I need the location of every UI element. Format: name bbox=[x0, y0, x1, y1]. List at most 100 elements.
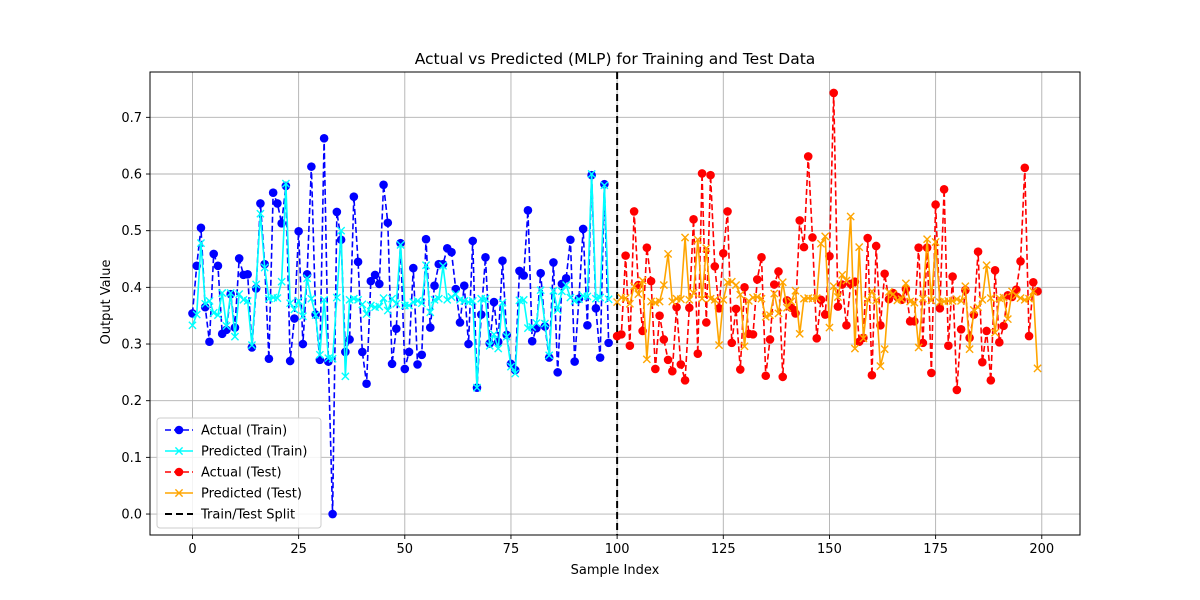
data-point-actual-train bbox=[298, 339, 308, 349]
x-tick-label: 25 bbox=[290, 542, 307, 557]
data-point-predicted-test bbox=[867, 287, 877, 296]
data-point-predicted-test bbox=[731, 280, 741, 290]
legend-label: Actual (Train) bbox=[201, 424, 287, 439]
data-point-actual-test bbox=[867, 370, 877, 380]
data-point-predicted-test bbox=[689, 288, 698, 298]
data-point-actual-train bbox=[421, 234, 431, 244]
legend-swatch-marker bbox=[174, 467, 184, 477]
data-point-predicted-train bbox=[260, 263, 269, 272]
data-point-predicted-test bbox=[702, 244, 711, 253]
legend-swatch-marker bbox=[174, 446, 184, 456]
data-point-actual-test bbox=[642, 243, 652, 252]
data-point-predicted-train bbox=[281, 179, 290, 188]
legend-swatch-marker bbox=[174, 488, 184, 498]
data-point-predicted-test bbox=[859, 334, 868, 343]
data-point-predicted-test bbox=[719, 295, 728, 304]
data-point-actual-train bbox=[264, 354, 274, 364]
data-point-actual-test bbox=[816, 295, 826, 305]
data-point-predicted-train bbox=[209, 308, 218, 317]
data-point-predicted-train bbox=[196, 239, 206, 248]
data-point-predicted-test bbox=[957, 296, 966, 306]
data-point-predicted-train bbox=[303, 274, 312, 283]
data-point-actual-train bbox=[553, 368, 562, 377]
data-point-predicted-test bbox=[973, 303, 983, 312]
data-point-predicted-train bbox=[481, 294, 490, 303]
data-point-actual-test bbox=[651, 364, 660, 374]
data-point-predicted-test bbox=[787, 297, 796, 306]
data-point-predicted-test bbox=[676, 295, 685, 304]
x-tick-label: 125 bbox=[711, 542, 736, 557]
data-point-predicted-test bbox=[884, 287, 893, 296]
x-tick-label: 150 bbox=[817, 542, 842, 557]
x-tick-label: 200 bbox=[1029, 542, 1054, 557]
data-point-actual-test bbox=[982, 326, 991, 336]
data-point-actual-test bbox=[948, 272, 957, 281]
data-point-predicted-test bbox=[918, 294, 927, 303]
data-point-predicted-test bbox=[630, 282, 639, 291]
data-point-predicted-train bbox=[235, 290, 244, 299]
data-point-predicted-test bbox=[901, 279, 910, 288]
data-point-actual-test bbox=[833, 302, 843, 311]
data-point-predicted-test bbox=[838, 270, 847, 279]
data-point-predicted-test bbox=[825, 323, 834, 332]
data-point-actual-train bbox=[294, 226, 303, 236]
data-point-predicted-train bbox=[421, 261, 431, 270]
data-point-predicted-train bbox=[413, 296, 422, 306]
plot-frame bbox=[149, 71, 1081, 536]
data-point-actual-test bbox=[1012, 285, 1021, 294]
x-tick-label: 75 bbox=[503, 542, 520, 557]
data-point-actual-test bbox=[799, 242, 809, 252]
data-point-actual-test bbox=[986, 375, 996, 385]
data-point-actual-train bbox=[430, 281, 439, 290]
legend-label: Predicted (Train) bbox=[201, 445, 308, 460]
data-point-predicted-test bbox=[680, 233, 690, 242]
data-point-predicted-train bbox=[553, 305, 562, 315]
data-point-predicted-train bbox=[294, 296, 303, 306]
data-point-predicted-train bbox=[485, 341, 494, 350]
data-point-actual-test bbox=[646, 276, 656, 286]
data-point-actual-test bbox=[718, 249, 728, 258]
data-point-predicted-test bbox=[876, 362, 885, 371]
data-point-predicted-train bbox=[201, 299, 210, 308]
x-tick-label: 0 bbox=[188, 542, 196, 557]
data-point-predicted-test bbox=[753, 292, 762, 302]
data-point-predicted-test bbox=[663, 249, 673, 259]
data-point-actual-test bbox=[689, 215, 698, 224]
data-point-predicted-test bbox=[770, 289, 779, 298]
data-point-predicted-train bbox=[256, 209, 265, 218]
data-point-predicted-train bbox=[532, 318, 541, 328]
data-point-predicted-train bbox=[218, 288, 227, 298]
data-point-actual-test bbox=[956, 324, 966, 334]
data-point-predicted-train bbox=[362, 309, 371, 319]
data-point-actual-train bbox=[527, 336, 537, 346]
data-point-predicted-test bbox=[655, 297, 664, 306]
data-point-predicted-train bbox=[311, 311, 320, 320]
data-point-predicted-train bbox=[392, 299, 401, 308]
data-point-predicted-test bbox=[625, 299, 634, 308]
data-point-predicted-train bbox=[587, 169, 596, 179]
data-point-actual-train bbox=[358, 347, 367, 357]
data-point-predicted-train bbox=[341, 372, 350, 381]
data-point-predicted-test bbox=[1024, 294, 1034, 303]
data-point-predicted-train bbox=[557, 287, 567, 296]
data-point-actual-test bbox=[765, 335, 775, 344]
data-point-predicted-train bbox=[332, 293, 341, 302]
data-point-actual-train bbox=[366, 276, 376, 286]
data-point-predicted-train bbox=[511, 369, 520, 378]
data-point-actual-test bbox=[935, 304, 945, 313]
data-point-actual-train bbox=[349, 192, 359, 201]
data-point-actual-train bbox=[400, 364, 410, 374]
data-point-predicted-test bbox=[621, 294, 630, 303]
series-predicted-train bbox=[188, 169, 613, 392]
data-point-predicted-test bbox=[863, 295, 872, 304]
legend: Actual (Train) Predicted (Train) Actual (T… bbox=[156, 417, 322, 529]
data-point-predicted-test bbox=[1012, 291, 1021, 300]
data-point-predicted-test bbox=[795, 329, 804, 338]
data-point-actual-test bbox=[1020, 163, 1030, 173]
data-point-predicted-test bbox=[740, 342, 749, 351]
data-point-actual-train bbox=[417, 350, 427, 360]
data-point-predicted-train bbox=[379, 294, 388, 303]
data-point-predicted-train bbox=[494, 344, 503, 353]
y-axis-label: Output Value bbox=[99, 260, 114, 345]
data-point-actual-train bbox=[459, 281, 469, 290]
